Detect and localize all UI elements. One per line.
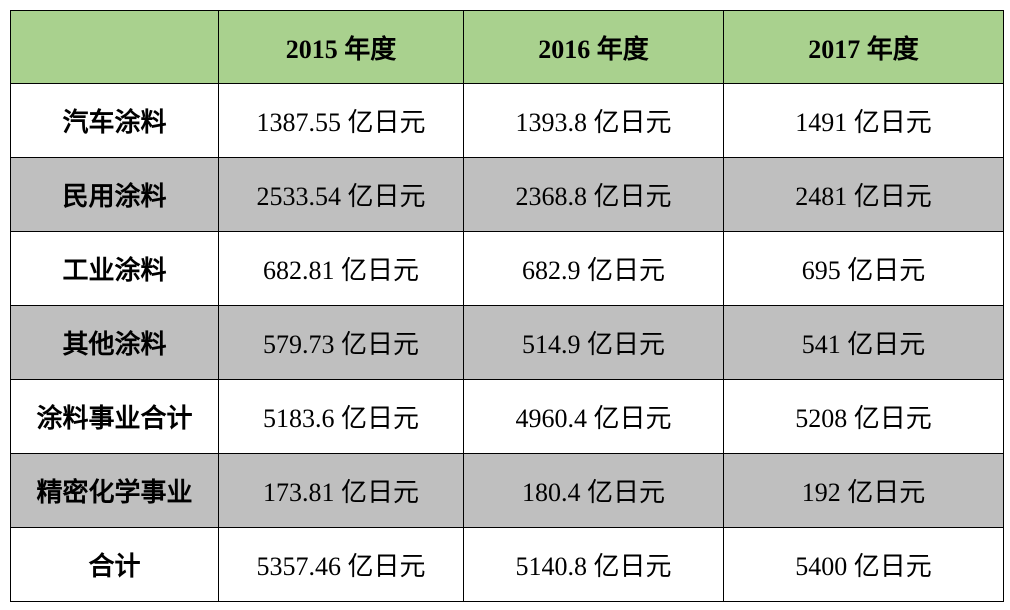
value-cell: 5208 亿日元 [723,379,1004,454]
value-cell: 541 亿日元 [723,305,1004,380]
table-row: 涂料事业合计 5183.6 亿日元 4960.4 亿日元 5208 亿日元 [10,379,1004,454]
header-row: 2015 年度 2016 年度 2017 年度 [10,10,1004,84]
value-cell: 5400 亿日元 [723,527,1004,602]
row-label: 工业涂料 [10,231,219,306]
table-row: 汽车涂料 1387.55 亿日元 1393.8 亿日元 1491 亿日元 [10,83,1004,158]
value-cell: 192 亿日元 [723,453,1004,528]
value-cell: 2533.54 亿日元 [218,157,464,232]
table-row: 民用涂料 2533.54 亿日元 2368.8 亿日元 2481 亿日元 [10,157,1004,232]
table-row: 其他涂料 579.73 亿日元 514.9 亿日元 541 亿日元 [10,305,1004,380]
value-cell: 2368.8 亿日元 [463,157,724,232]
row-label: 民用涂料 [10,157,219,232]
table-row: 工业涂料 682.81 亿日元 682.9 亿日元 695 亿日元 [10,231,1004,306]
row-label: 精密化学事业 [10,453,219,528]
value-cell: 173.81 亿日元 [218,453,464,528]
value-cell: 2481 亿日元 [723,157,1004,232]
row-label: 汽车涂料 [10,83,219,158]
corner-cell [10,10,219,84]
value-cell: 5140.8 亿日元 [463,527,724,602]
header-cell: 2017 年度 [723,10,1004,84]
value-cell: 4960.4 亿日元 [463,379,724,454]
table-row: 合计 5357.46 亿日元 5140.8 亿日元 5400 亿日元 [10,527,1004,602]
row-label: 涂料事业合计 [10,379,219,454]
row-label: 其他涂料 [10,305,219,380]
value-cell: 1387.55 亿日元 [218,83,464,158]
value-cell: 180.4 亿日元 [463,453,724,528]
value-cell: 1393.8 亿日元 [463,83,724,158]
value-cell: 579.73 亿日元 [218,305,464,380]
value-cell: 514.9 亿日元 [463,305,724,380]
header-cell: 2016 年度 [463,10,724,84]
data-table: 2015 年度 2016 年度 2017 年度 汽车涂料 1387.55 亿日元 139… [10,10,1004,602]
value-cell: 682.9 亿日元 [463,231,724,306]
value-cell: 682.81 亿日元 [218,231,464,306]
value-cell: 5357.46 亿日元 [218,527,464,602]
table-body: 汽车涂料 1387.55 亿日元 1393.8 亿日元 1491 亿日元 民用涂料 253… [10,83,1004,602]
table-row: 精密化学事业 173.81 亿日元 180.4 亿日元 192 亿日元 [10,453,1004,528]
value-cell: 5183.6 亿日元 [218,379,464,454]
value-cell: 695 亿日元 [723,231,1004,306]
header-cell: 2015 年度 [218,10,464,84]
row-label: 合计 [10,527,219,602]
value-cell: 1491 亿日元 [723,83,1004,158]
